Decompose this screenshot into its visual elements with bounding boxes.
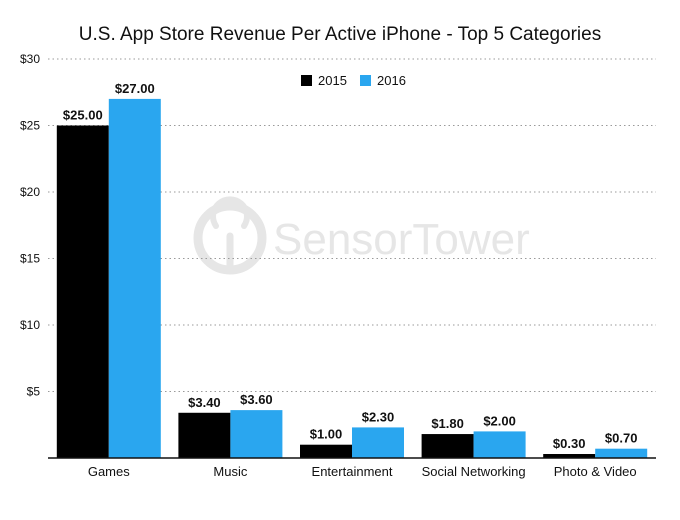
legend-swatch-2016	[360, 75, 371, 86]
data-labels: $25.00 $27.00 $3.40 $3.60 $1.00 $2.30 $1.80 $2.…	[63, 81, 638, 451]
x-category-label: Social Networking	[422, 464, 526, 479]
x-category-label: Games	[88, 464, 130, 479]
data-label-2016-0: $27.00	[115, 81, 155, 96]
data-label-2016-3: $2.00	[483, 413, 516, 428]
data-label-2015-3: $1.80	[431, 416, 464, 431]
bar-2016-3	[473, 431, 526, 458]
bar-2015-4	[543, 454, 596, 458]
y-axis-ticks: $5 $10 $15 $20 $25 $30	[20, 52, 40, 399]
bar-2015-1	[178, 412, 231, 458]
bar-2016-1	[230, 410, 283, 458]
y-tick-label: $25	[20, 119, 40, 133]
y-tick-label: $5	[27, 385, 41, 399]
x-category-label: Entertainment	[312, 464, 393, 479]
data-label-2016-2: $2.30	[362, 409, 395, 424]
bar-2016-0	[108, 98, 161, 459]
watermark-brand-bold: Tower	[412, 215, 529, 264]
chart-title: U.S. App Store Revenue Per Active iPhone…	[79, 24, 601, 45]
x-category-label: Photo & Video	[554, 464, 637, 479]
data-label-2016-1: $3.60	[240, 392, 273, 407]
legend: 2015 2016	[301, 73, 406, 88]
x-axis-categories: Games Music Entertainment Social Networking…	[88, 464, 637, 479]
y-tick-label: $15	[20, 252, 40, 266]
data-label-2015-2: $1.00	[310, 427, 343, 442]
legend-swatch-2015	[301, 75, 312, 86]
bars	[56, 98, 648, 459]
y-tick-label: $20	[20, 185, 40, 199]
watermark-brand-light: Sensor	[273, 215, 412, 264]
data-label-2015-4: $0.30	[553, 436, 586, 451]
bar-2015-0	[56, 125, 109, 458]
watermark-brand: SensorTower	[273, 215, 530, 264]
sensor-tower-watermark: SensorTower	[193, 196, 530, 275]
data-label-2016-4: $0.70	[605, 431, 638, 446]
bar-2015-2	[300, 444, 352, 458]
x-category-label: Music	[213, 464, 247, 479]
bar-2016-4	[595, 448, 648, 458]
y-tick-label: $30	[20, 52, 40, 66]
sensor-tower-logo-icon	[193, 196, 267, 275]
legend-label-2016: 2016	[377, 73, 406, 88]
y-tick-label: $10	[20, 318, 40, 332]
data-label-2015-0: $25.00	[63, 108, 103, 123]
bar-2015-3	[421, 434, 474, 458]
legend-label-2015: 2015	[318, 73, 347, 88]
data-label-2015-1: $3.40	[188, 395, 221, 410]
bar-2016-2	[352, 427, 404, 458]
